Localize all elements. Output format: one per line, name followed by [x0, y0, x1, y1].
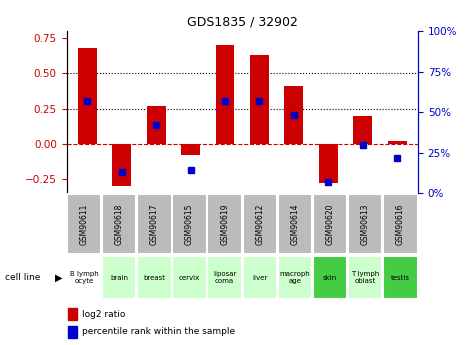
- Text: GSM90615: GSM90615: [185, 204, 194, 245]
- Bar: [68, 308, 77, 320]
- Text: B lymph
ocyte: B lymph ocyte: [70, 271, 98, 284]
- Text: GSM90613: GSM90613: [361, 204, 370, 245]
- Text: GSM90612: GSM90612: [256, 204, 264, 245]
- Bar: [102, 256, 136, 299]
- Title: GDS1835 / 32902: GDS1835 / 32902: [187, 16, 298, 29]
- Bar: [216, 45, 235, 144]
- Text: GSM90618: GSM90618: [115, 204, 124, 245]
- Text: testis: testis: [391, 275, 410, 281]
- Bar: [285, 86, 304, 144]
- Bar: [348, 195, 382, 254]
- Bar: [112, 144, 131, 186]
- Bar: [67, 256, 101, 299]
- Bar: [278, 195, 312, 254]
- Text: GSM90614: GSM90614: [291, 204, 299, 245]
- Bar: [137, 195, 171, 254]
- Bar: [181, 144, 200, 155]
- Text: brain: brain: [110, 275, 128, 281]
- Bar: [250, 55, 269, 144]
- Text: breast: breast: [143, 275, 165, 281]
- Text: liposar
coma: liposar coma: [213, 271, 237, 284]
- Bar: [243, 195, 277, 254]
- Bar: [68, 326, 77, 338]
- Text: cell line: cell line: [5, 273, 40, 282]
- Text: GSM90611: GSM90611: [80, 204, 88, 245]
- Text: GSM90616: GSM90616: [396, 204, 405, 245]
- Bar: [353, 116, 372, 144]
- Bar: [278, 256, 312, 299]
- Bar: [147, 106, 166, 144]
- Text: GSM90617: GSM90617: [150, 204, 159, 245]
- Text: macroph
age: macroph age: [280, 271, 310, 284]
- Text: cervix: cervix: [179, 275, 200, 281]
- Bar: [172, 256, 207, 299]
- Bar: [172, 195, 207, 254]
- Bar: [67, 195, 101, 254]
- Text: liver: liver: [252, 275, 267, 281]
- Bar: [383, 195, 418, 254]
- Text: ▶: ▶: [55, 273, 62, 283]
- Bar: [102, 195, 136, 254]
- Text: T lymph
oblast: T lymph oblast: [351, 271, 380, 284]
- Bar: [78, 48, 96, 144]
- Bar: [348, 256, 382, 299]
- Bar: [388, 141, 407, 144]
- Bar: [137, 256, 171, 299]
- Bar: [383, 256, 418, 299]
- Bar: [243, 256, 277, 299]
- Bar: [313, 256, 347, 299]
- Bar: [319, 144, 338, 183]
- Bar: [208, 195, 242, 254]
- Text: percentile rank within the sample: percentile rank within the sample: [82, 327, 236, 336]
- Text: log2 ratio: log2 ratio: [82, 309, 126, 318]
- Text: GSM90619: GSM90619: [220, 204, 229, 245]
- Bar: [313, 195, 347, 254]
- Text: skin: skin: [323, 275, 337, 281]
- Text: GSM90620: GSM90620: [326, 204, 334, 245]
- Bar: [208, 256, 242, 299]
